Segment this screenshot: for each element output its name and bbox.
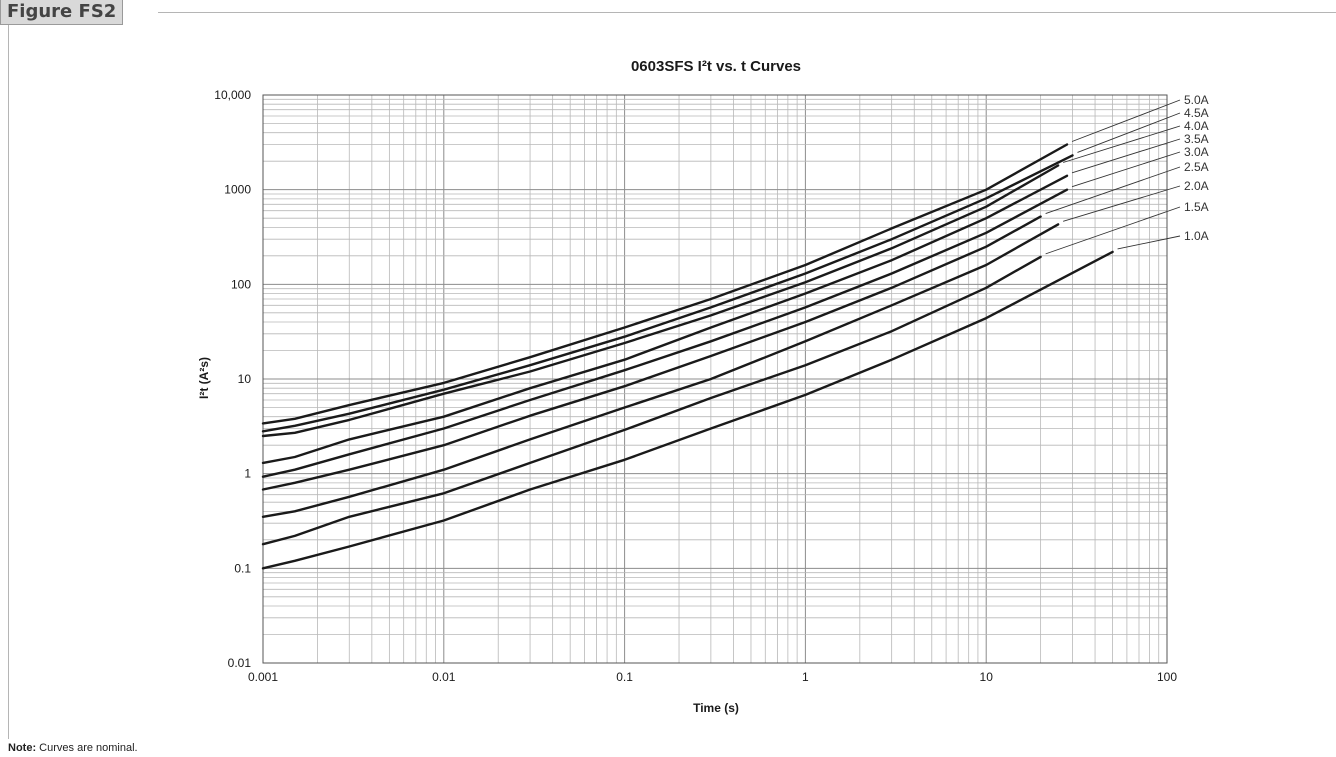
x-tick-label: 0.01: [432, 670, 456, 684]
note-label: Note:: [8, 742, 37, 754]
x-tick-label: 100: [1157, 670, 1177, 684]
x-tick-label: 1: [802, 670, 809, 684]
leader-line: [1117, 235, 1181, 250]
y-tick-label: 10: [238, 372, 252, 386]
x-tick-label: 10: [980, 670, 994, 684]
y-tick-label: 1: [244, 467, 251, 481]
series-label: 2.0A: [1184, 179, 1209, 193]
leader-line: [1071, 151, 1181, 188]
curve-5-0a: [261, 143, 1069, 425]
curve-4-0a: [261, 164, 1060, 438]
leader-line: [1077, 112, 1181, 153]
grid-lines: [262, 94, 1168, 664]
y-axis-label: I²t (A²s): [197, 357, 211, 399]
curve-3-0a: [261, 188, 1069, 478]
series-label: 3.5A: [1184, 132, 1209, 146]
x-tick-label: 0.1: [616, 670, 633, 684]
series-label: 1.5A: [1184, 200, 1209, 214]
x-axis-label: Time (s): [693, 701, 739, 715]
leader-line: [1071, 99, 1181, 142]
y-tick-label: 0.01: [228, 656, 252, 670]
plot-frame: [262, 94, 1168, 664]
left-rule: [8, 25, 9, 739]
curves: [261, 143, 1114, 570]
series-label: 2.5A: [1184, 160, 1209, 174]
curve-1-5a: [261, 255, 1042, 546]
curve-3-5a: [261, 174, 1069, 465]
tick-labels: 0.001 0.01 0.1 1 10 10010,00010001001010.10.0…: [214, 88, 1177, 684]
leader-line: [1045, 166, 1181, 214]
series-label: 3.0A: [1184, 145, 1209, 159]
y-tick-label: 1000: [224, 183, 251, 197]
series-label: 4.5A: [1184, 106, 1209, 120]
y-tick-label: 0.1: [234, 561, 251, 575]
curve-2-0a: [261, 223, 1060, 518]
figure-label: Figure FS2: [0, 0, 124, 25]
series-labels: 5.0A4.5A4.0A3.5A3.0A2.5A 2.0A 1.5A 1.0A: [1045, 93, 1209, 255]
curve-1-0a: [261, 250, 1114, 570]
top-rule: [158, 12, 1336, 13]
series-label: 4.0A: [1184, 119, 1209, 133]
curve-2-5a: [261, 215, 1042, 491]
series-label: 1.0A: [1184, 229, 1209, 243]
leader-line: [1071, 138, 1181, 174]
note: Note: Curves are nominal.: [8, 741, 138, 755]
chart-title: 0603SFS I²t vs. t Curves: [631, 58, 801, 75]
leader-line: [1063, 185, 1181, 222]
leader-line: [1063, 125, 1181, 163]
x-tick-label: 0.001: [248, 670, 278, 684]
leader-line: [1045, 206, 1181, 255]
curve-4-5a: [261, 154, 1074, 433]
y-tick-label: 100: [231, 277, 251, 291]
note-text: Curves are nominal.: [39, 742, 138, 754]
y-tick-label: 10,000: [214, 88, 251, 102]
series-label: 5.0A: [1184, 93, 1209, 107]
